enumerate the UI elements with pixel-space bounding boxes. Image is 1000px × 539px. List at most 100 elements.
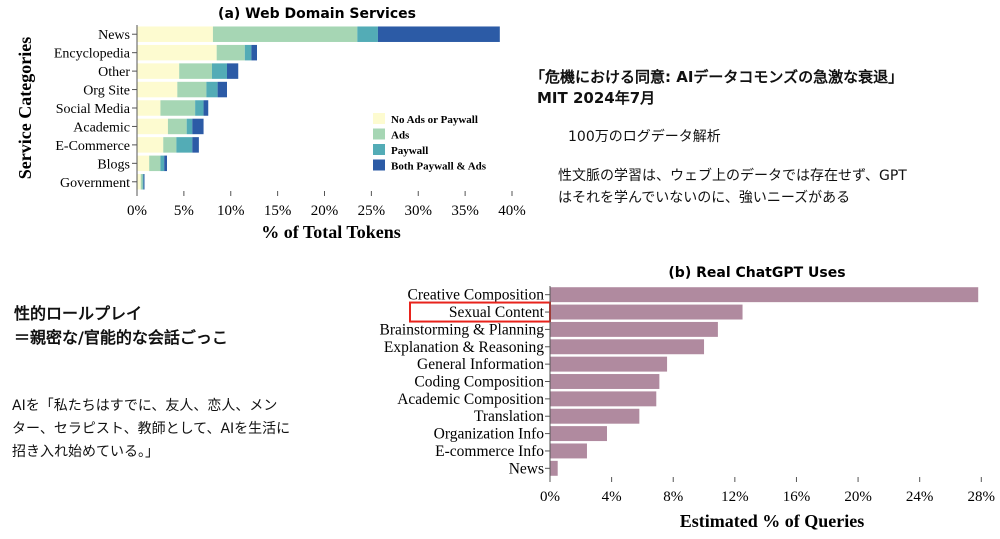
chart-a-bar-other-both-paywall-ads bbox=[227, 63, 239, 79]
chart-b-bar-news bbox=[550, 460, 558, 476]
chart-b-x-axis-label: Estimated % of Queries bbox=[680, 511, 864, 531]
chart-a-bar-blogs-no-ads-or-paywall bbox=[137, 155, 150, 172]
chart-a-bar-news-no-ads-or-paywall bbox=[137, 26, 213, 42]
chart-a-bar-academic-paywall bbox=[186, 118, 193, 135]
chart-a-bar-blogs-both-paywall-ads bbox=[164, 155, 167, 172]
chart-a-legend-label-ads: Ads bbox=[391, 130, 410, 142]
chart-b-bar-explanation-reasoning bbox=[550, 339, 705, 355]
chart-a-legend-swatch-no-ads-or-paywall bbox=[373, 113, 385, 124]
insight-line-2: はそれを学んでいないのに、強いニーズがある bbox=[558, 190, 851, 206]
chart-a-legend-swatch-paywall bbox=[373, 144, 385, 155]
chart-a-bar-government-paywall bbox=[142, 174, 144, 190]
chart-a-bar-org-site-no-ads-or-paywall bbox=[137, 81, 178, 98]
chart-a-category-e-commerce: E-Commerce bbox=[55, 139, 130, 154]
chart-a-category-government: Government bbox=[60, 176, 130, 191]
paper-source: MIT 2024年7月 bbox=[537, 89, 656, 107]
chart-b-x-tick-label: 28% bbox=[968, 489, 996, 505]
chart-a-x-tick-label: 10% bbox=[217, 203, 245, 219]
chart-a-category-social-media: Social Media bbox=[56, 102, 131, 117]
chart-a-bar-other-ads bbox=[179, 63, 212, 79]
chart-a-bar-government-no-ads-or-paywall bbox=[137, 174, 141, 190]
chart-a-category-encyclopedia: Encyclopedia bbox=[54, 47, 131, 62]
chart-b-category-e-commerce-info: E-commerce Info bbox=[435, 443, 544, 460]
chart-a-x-tick-label: 40% bbox=[498, 203, 526, 219]
chart-b-x-tick-label: 16% bbox=[783, 489, 811, 505]
chart-a-bar-news-paywall bbox=[357, 26, 378, 42]
chart-b-bar-translation bbox=[550, 408, 640, 424]
chart-b-category-organization-info: Organization Info bbox=[434, 426, 545, 443]
chart-b-x-tick-label: 12% bbox=[721, 489, 749, 505]
chart-a-category-news: News bbox=[98, 28, 130, 43]
chart-b-category-sexual-content: Sexual Content bbox=[449, 304, 545, 321]
chart-a-bar-other-paywall bbox=[212, 63, 227, 79]
chart-b-bar-organization-info bbox=[550, 426, 607, 442]
chart-a-x-tick-label: 15% bbox=[264, 203, 292, 219]
chart-a-x-tick-label: 0% bbox=[127, 203, 147, 219]
chart-a-bar-blogs-ads bbox=[149, 155, 161, 172]
quote-line-2: ター、セラピスト、教師として、AIを生活に bbox=[12, 421, 291, 437]
chart-a-title: (a) Web Domain Services bbox=[218, 6, 416, 22]
chart-a-bar-encyclopedia-ads bbox=[216, 44, 245, 61]
insight-line-1: 性文脈の学習は、ウェブ上のデータでは存在せず、GPT bbox=[558, 168, 907, 184]
chart-a-bar-academic-ads bbox=[167, 118, 187, 135]
chart-a-bar-org-site-both-paywall-ads bbox=[217, 81, 227, 98]
chart-b-x-tick-label: 8% bbox=[663, 489, 683, 505]
paper-title: 「危機における同意: AIデータコモンズの急激な衰退」 bbox=[530, 68, 904, 86]
chart-a-category-other: Other bbox=[98, 65, 130, 80]
chart-a-category-org-site: Org Site bbox=[83, 84, 130, 99]
quote-line-1: AIを「私たちはすでに、友人、恋人、メン bbox=[12, 398, 278, 414]
chart-a-bar-news-ads bbox=[212, 26, 358, 42]
chart-b-category-coding-composition: Coding Composition bbox=[414, 374, 544, 391]
chart-b-bar-brainstorming-planning bbox=[550, 321, 718, 337]
chart-b-bar-e-commerce-info bbox=[550, 443, 587, 459]
chart-a-legend-swatch-ads bbox=[373, 128, 385, 140]
chart-b-bar-sexual-content bbox=[550, 304, 743, 320]
chart-a-x-tick-label: 5% bbox=[174, 203, 194, 219]
chart-a-bar-government-ads bbox=[140, 174, 143, 190]
chart-a-category-blogs: Blogs bbox=[97, 157, 130, 172]
chart-b-category-translation: Translation bbox=[474, 408, 544, 425]
chart-b-category-general-information: General Information bbox=[417, 356, 544, 373]
chart-b-x-tick-label: 0% bbox=[540, 489, 560, 505]
chart-b-category-brainstorming-planning: Brainstorming & Planning bbox=[380, 321, 545, 338]
chart-a-legend-label-both-paywall-ads: Both Paywall & Ads bbox=[391, 161, 487, 173]
chart-a-x-tick-label: 25% bbox=[358, 203, 386, 219]
chart-a-category-academic: Academic bbox=[73, 120, 130, 135]
chart-a-bar-e-commerce-paywall bbox=[176, 137, 193, 153]
chart-a-bar-social-media-paywall bbox=[195, 100, 204, 116]
chart-a-bar-other-no-ads-or-paywall bbox=[137, 63, 180, 79]
chart-a-x-axis-label: % of Total Tokens bbox=[261, 222, 401, 242]
chart-a-bar-news-both-paywall-ads bbox=[377, 26, 500, 42]
chart-a-bar-social-media-both-paywall-ads bbox=[203, 100, 209, 116]
quote-line-3: 招き入れ始めている。」 bbox=[12, 444, 159, 460]
chart-b-x-tick-label: 20% bbox=[844, 489, 872, 505]
chart-b-x-tick-label: 24% bbox=[906, 489, 934, 505]
chart-a-bar-e-commerce-ads bbox=[163, 137, 177, 153]
chart-b-bar-academic-composition bbox=[550, 391, 657, 407]
chart-a-bar-government-both-paywall-ads bbox=[143, 174, 145, 190]
chart-a-y-axis-label: Service Categories bbox=[15, 37, 35, 179]
chart-a-bar-academic-no-ads-or-paywall bbox=[137, 118, 168, 135]
chart-b-bar-creative-composition bbox=[550, 287, 979, 303]
chart-b-category-explanation-reasoning: Explanation & Reasoning bbox=[384, 339, 544, 356]
chart-a-bar-encyclopedia-paywall bbox=[244, 44, 252, 61]
chart-a-x-tick-label: 30% bbox=[405, 203, 433, 219]
chart-a-x-tick-label: 20% bbox=[311, 203, 339, 219]
chart-a-bar-blogs-paywall bbox=[160, 155, 165, 172]
chart-b-category-news: News bbox=[509, 460, 544, 477]
chart-b-title: (b) Real ChatGPT Uses bbox=[668, 265, 845, 281]
chart-a-x-tick-label: 35% bbox=[451, 203, 479, 219]
chart-b-bar-general-information bbox=[550, 356, 668, 372]
chart-a-legend-swatch-both-paywall-ads bbox=[373, 159, 385, 171]
chart-a-bar-e-commerce-no-ads-or-paywall bbox=[137, 137, 164, 153]
chart-a-bar-org-site-ads bbox=[177, 81, 207, 98]
chart-a-legend-label-no-ads-or-paywall: No Ads or Paywall bbox=[391, 114, 478, 126]
chart-b-bar-coding-composition bbox=[550, 374, 660, 389]
chart-a-bar-encyclopedia-no-ads-or-paywall bbox=[137, 44, 217, 61]
chart-a-bar-encyclopedia-both-paywall-ads bbox=[251, 44, 257, 61]
roleplay-heading-2: ＝親密な/官能的な会話ごっこ bbox=[14, 328, 228, 347]
chart-a-bar-social-media-ads bbox=[160, 100, 196, 116]
chart-a-bar-social-media-no-ads-or-paywall bbox=[137, 100, 161, 116]
chart-b-category-academic-composition: Academic Composition bbox=[397, 391, 544, 408]
